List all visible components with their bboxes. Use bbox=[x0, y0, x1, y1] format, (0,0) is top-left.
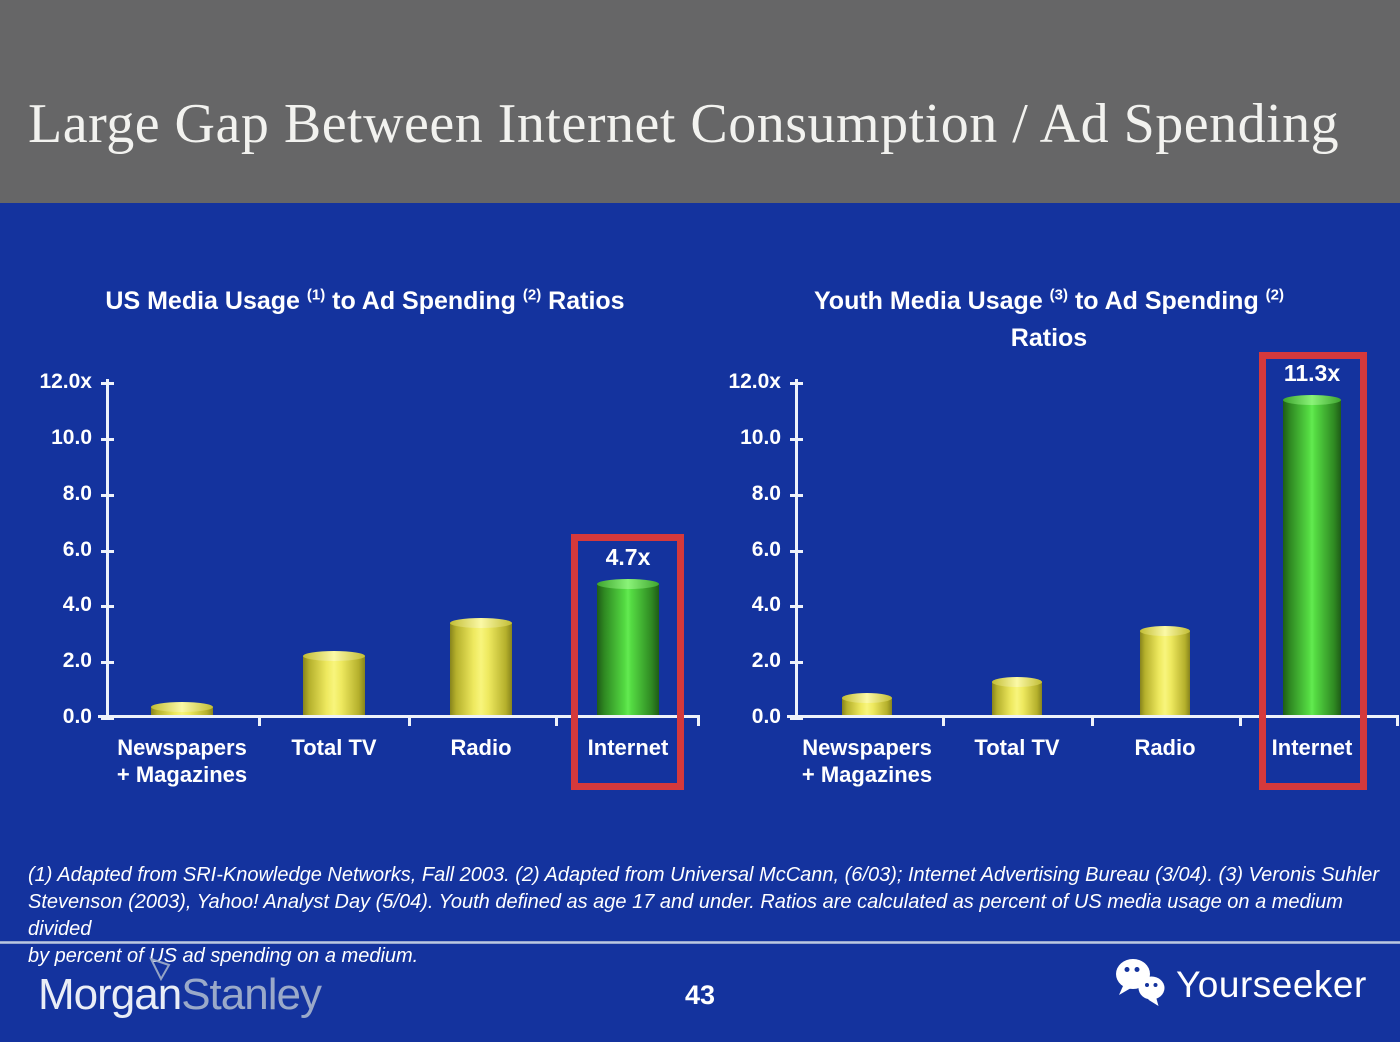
x-axis-line bbox=[98, 715, 700, 718]
category-label: Newspapers + Magazines bbox=[801, 735, 933, 787]
y-tick-label: 0.0 bbox=[751, 705, 781, 728]
category-label: Internet bbox=[1271, 735, 1353, 760]
bar-radio bbox=[1140, 626, 1190, 715]
y-tick-mark bbox=[101, 493, 114, 497]
footnote: (1) Adapted from SRI-Knowledge Networks,… bbox=[28, 862, 1380, 970]
slide-title: Large Gap Between Internet Consumption /… bbox=[28, 93, 1340, 155]
y-tick-label: 2.0 bbox=[751, 649, 781, 673]
chart-plot: 12.0x 10.0 8.0 6.0 4.0 2.0 0.0 Newspapers + Maga… bbox=[728, 360, 1399, 787]
x-tick-mark bbox=[1396, 716, 1399, 726]
bar-total-tv bbox=[992, 676, 1042, 715]
y-tick-label: 4.0 bbox=[62, 593, 92, 617]
y-tick-label: 10.0 bbox=[51, 425, 92, 449]
y-tick-mark bbox=[790, 605, 803, 609]
bar-top-cap bbox=[842, 693, 892, 704]
watermark-label: Yourseeker bbox=[1176, 963, 1367, 1005]
bar-top-cap bbox=[151, 701, 213, 712]
x-tick-mark bbox=[554, 716, 558, 726]
chart-title-line: Ratios bbox=[1010, 324, 1088, 352]
y-tick-label: 2.0 bbox=[62, 649, 92, 673]
y-tick-label: 6.0 bbox=[751, 537, 781, 561]
bar-top-cap bbox=[992, 676, 1042, 687]
bar-top-cap bbox=[1140, 626, 1190, 637]
bar-newspapers-magazines bbox=[151, 701, 213, 715]
category-label: Newspapers + Magazines bbox=[116, 735, 248, 787]
chart-title: Youth Media Usage (3) to Ad Spending (2)… bbox=[768, 283, 1330, 357]
footnote-line: by percent of US ad spending on a medium… bbox=[28, 945, 419, 967]
x-tick-mark bbox=[407, 716, 411, 726]
x-tick-mark bbox=[258, 716, 261, 726]
y-tick-label: 12.0x bbox=[39, 370, 92, 393]
category-label: Radio bbox=[1134, 735, 1196, 760]
category-label: Internet bbox=[587, 735, 669, 760]
chart-plot: 12.0x 10.0 8.0 6.0 4.0 2.0 0.0 Newspapers + Maga… bbox=[39, 370, 700, 787]
y-tick-mark bbox=[101, 605, 114, 609]
footer-divider-line bbox=[0, 941, 1400, 944]
y-tick-mark bbox=[790, 493, 803, 497]
category-label: Total TV bbox=[291, 735, 377, 760]
morgan-stanley-logo-text: Morgan bbox=[38, 970, 182, 1019]
x-tick-mark bbox=[942, 716, 945, 726]
y-tick-mark bbox=[101, 437, 114, 441]
y-tick-label: 12.0x bbox=[728, 370, 781, 393]
highlight-box-internet-us bbox=[571, 534, 684, 790]
y-axis-line bbox=[795, 379, 798, 718]
y-tick-mark bbox=[790, 549, 803, 553]
bar-newspapers-magazines bbox=[842, 693, 892, 715]
bar-value-label: 11.3x bbox=[1283, 359, 1341, 386]
y-tick-label: 0.0 bbox=[62, 705, 92, 728]
bar-internet bbox=[1283, 394, 1341, 715]
bar-radio bbox=[450, 617, 512, 715]
chart-title-line: Youth Media Usage (3) to Ad Spending (2) bbox=[813, 286, 1285, 315]
wechat-bubbles-icon bbox=[1112, 956, 1168, 1013]
bar-internet bbox=[597, 578, 659, 715]
bar-value-label: 4.7x bbox=[605, 543, 651, 570]
morgan-stanley-logo: MorganStanley bbox=[38, 970, 322, 1019]
bar-top-cap bbox=[1283, 394, 1341, 405]
y-tick-mark bbox=[101, 549, 114, 553]
morgan-stanley-flag-icon bbox=[148, 956, 172, 987]
y-tick-mark bbox=[790, 661, 803, 665]
page-number: 43 bbox=[684, 980, 716, 1010]
y-tick-mark bbox=[101, 661, 114, 665]
highlight-box-internet-youth bbox=[1259, 352, 1367, 790]
y-tick-mark bbox=[790, 382, 803, 385]
y-tick-label: 4.0 bbox=[751, 593, 781, 617]
slide-header: Large Gap Between Internet Consumption /… bbox=[0, 0, 1400, 203]
bar-top-cap bbox=[303, 651, 365, 662]
bar-top-cap bbox=[450, 617, 512, 628]
slide-footer: MorganStanley 43 Yourseeker bbox=[0, 944, 1400, 1042]
y-tick-mark bbox=[101, 382, 114, 385]
watermark: Yourseeker bbox=[1112, 956, 1367, 1013]
y-tick-label: 8.0 bbox=[62, 481, 92, 505]
footnote-line: Stevenson (2003), Yahoo! Analyst Day (5/… bbox=[28, 891, 1343, 940]
chart-title-line: US Media Usage (1) to Ad Spending (2) Ra… bbox=[105, 286, 625, 315]
footnote-line: (1) Adapted from SRI-Knowledge Networks,… bbox=[28, 864, 1379, 886]
y-tick-label: 10.0 bbox=[740, 425, 781, 449]
y-tick-mark bbox=[790, 717, 803, 720]
x-tick-mark bbox=[697, 716, 700, 726]
chart-title: US Media Usage (1) to Ad Spending (2) Ra… bbox=[60, 283, 670, 320]
bar-total-tv bbox=[303, 651, 365, 715]
y-axis-line bbox=[106, 379, 109, 718]
bar-top-cap bbox=[597, 578, 659, 589]
y-tick-mark bbox=[101, 717, 114, 720]
y-tick-mark bbox=[790, 437, 803, 441]
y-tick-label: 6.0 bbox=[62, 537, 92, 561]
category-label: Radio bbox=[450, 735, 512, 760]
y-tick-label: 8.0 bbox=[751, 481, 781, 505]
x-tick-mark bbox=[1091, 716, 1094, 726]
x-tick-mark bbox=[1238, 716, 1242, 726]
category-label: Total TV bbox=[974, 735, 1060, 760]
